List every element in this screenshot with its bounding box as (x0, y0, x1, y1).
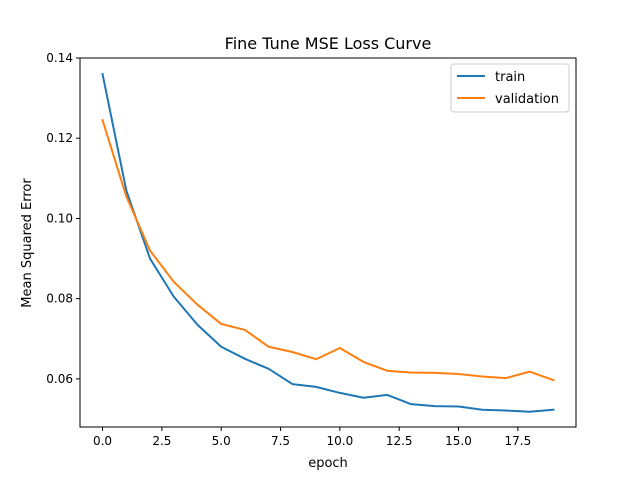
x-tick-label: 2.5 (152, 434, 171, 448)
x-tick-label: 7.5 (271, 434, 290, 448)
series-line-train (101, 72, 555, 413)
x-axis-label: epoch (308, 456, 348, 471)
y-tick-label: 0.14 (46, 51, 73, 65)
chart-title: Fine Tune MSE Loss Curve (225, 34, 432, 53)
x-tick-label: 17.5 (504, 434, 531, 448)
axes-frame (79, 57, 577, 428)
legend-label-train: train (495, 70, 525, 85)
x-tick-label: 0.0 (93, 434, 112, 448)
y-tick-label: 0.12 (46, 131, 73, 145)
x-tick-label: 5.0 (212, 434, 231, 448)
x-tick-label: 15.0 (445, 434, 472, 448)
y-tick-label: 0.08 (46, 292, 73, 306)
y-tick-label: 0.10 (46, 211, 73, 225)
legend: train validation (450, 63, 570, 113)
y-tick-label: 0.06 (46, 372, 73, 386)
y-axis-label: Mean Squared Error (20, 178, 35, 308)
plot-area: 0.0 2.5 5.0 7.5 10.0 12.5 15.0 17.5 0.06 0.08 0.10… (46, 51, 577, 448)
x-tick-label: 12.5 (386, 434, 413, 448)
series-line-validation (101, 118, 555, 382)
x-tick-label: 10.0 (327, 434, 354, 448)
legend-label-validation: validation (495, 92, 559, 107)
